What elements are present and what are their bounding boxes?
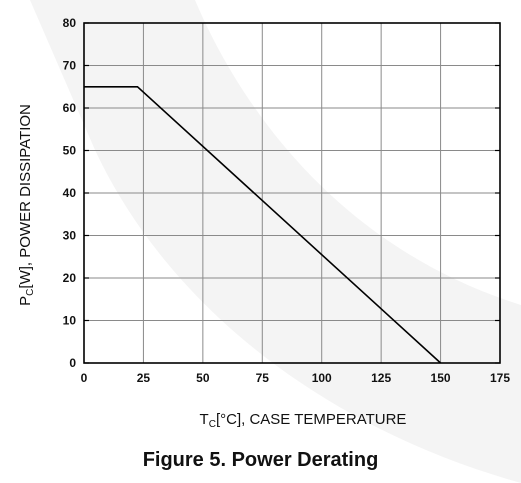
x-tick-labels: 0 25 50 75 100 125 150 175: [81, 371, 511, 385]
x-tick-label: 25: [137, 371, 151, 385]
x-tick-label: 50: [196, 371, 210, 385]
x-axis-title: TC[°C], CASE TEMPERATURE: [200, 411, 407, 430]
x-tick-label: 125: [371, 371, 391, 385]
x-tick-label: 75: [256, 371, 270, 385]
power-derating-line: [84, 86, 442, 364]
y-axis-title-prefix: P: [17, 296, 34, 306]
y-tick-label: 50: [63, 144, 77, 158]
figure-caption: Figure 5. Power Derating: [142, 449, 379, 471]
y-axis-title-suffix: [W], POWER DISSIPATION: [17, 104, 34, 288]
y-tick-label: 40: [63, 186, 77, 200]
x-axis-title-prefix: T: [200, 411, 209, 428]
y-axis-title-subscript: C: [25, 289, 36, 296]
x-tick-label: 150: [431, 371, 451, 385]
y-tick-label: 70: [63, 59, 77, 73]
y-tick-label: 20: [63, 271, 77, 285]
x-axis-title-subscript: C: [209, 419, 216, 430]
x-axis-title-suffix: [°C], CASE TEMPERATURE: [216, 411, 406, 428]
x-tick-label: 0: [81, 371, 88, 385]
x-tick-label: 100: [312, 371, 332, 385]
y-tick-labels: 0 10 20 30 40 50 60 70 80: [63, 16, 77, 370]
y-tick-label: 80: [63, 16, 77, 30]
x-tick-label: 175: [490, 371, 510, 385]
y-tick-label: 0: [69, 356, 76, 370]
y-axis-title: PC[W], POWER DISSIPATION: [17, 104, 36, 306]
grid-lines: [84, 22, 500, 364]
y-tick-label: 10: [63, 314, 77, 328]
y-tick-label: 60: [63, 101, 77, 115]
plot-frame: [83, 22, 501, 364]
data-series: [84, 86, 442, 364]
y-tick-label: 30: [63, 229, 77, 243]
